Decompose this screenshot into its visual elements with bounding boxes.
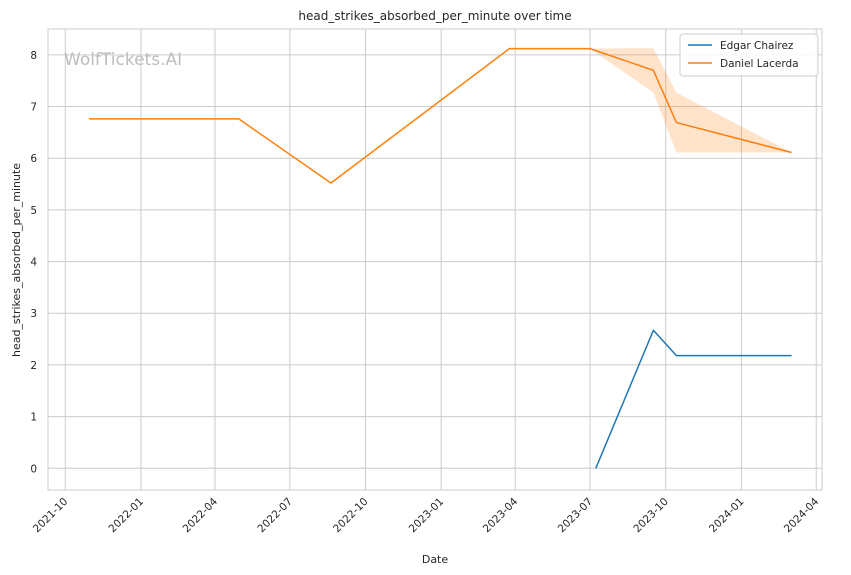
watermark: WolfTickets.AI	[64, 50, 182, 70]
series-0-line	[595, 329, 792, 469]
y-axis-label: head_strikes_absorbed_per_minute	[10, 163, 23, 357]
x-axis-label: Date	[422, 553, 449, 566]
y-tick-label: 8	[30, 50, 37, 62]
x-tick-label: 2021-10	[31, 496, 71, 536]
y-tick-label: 3	[30, 308, 37, 320]
grid-lines	[48, 29, 822, 490]
y-tick-label: 6	[30, 153, 37, 165]
plot-frame	[47, 28, 823, 491]
y-tick-label: 1	[30, 412, 37, 424]
x-tick-label: 2024-01	[707, 496, 747, 536]
y-axis-ticks: 0 1 2 3 4 5 6 7 8	[30, 50, 37, 475]
legend-box	[679, 33, 819, 77]
y-tick-label: 7	[30, 102, 37, 114]
x-tick-label: 2022-01	[107, 496, 147, 536]
chart-title: head_strikes_absorbed_per_minute over ti…	[298, 9, 571, 23]
x-tick-label: 2023-01	[407, 496, 447, 536]
legend: Edgar Chairez Daniel Lacerda	[679, 33, 819, 77]
series-1-line	[89, 47, 792, 184]
x-tick-label: 2022-04	[181, 495, 221, 535]
x-tick-label: 2023-07	[556, 496, 596, 536]
y-tick-label: 2	[30, 360, 37, 372]
y-tick-label: 5	[30, 205, 37, 217]
x-tick-label: 2023-10	[631, 496, 671, 536]
y-tick-label: 0	[30, 463, 37, 475]
y-tick-label: 4	[30, 257, 37, 269]
legend-label: Edgar Chairez	[720, 40, 794, 52]
legend-label: Daniel Lacerda	[720, 58, 799, 70]
x-axis-ticks: 2021-10 2022-01 2022-04 2022-07 2022-10 2023-…	[31, 495, 822, 535]
x-tick-label: 2024-04	[782, 495, 822, 535]
series-layer	[89, 47, 792, 469]
x-tick-label: 2022-07	[255, 496, 295, 536]
x-tick-label: 2022-10	[331, 496, 371, 536]
x-tick-label: 2023-04	[481, 495, 521, 535]
